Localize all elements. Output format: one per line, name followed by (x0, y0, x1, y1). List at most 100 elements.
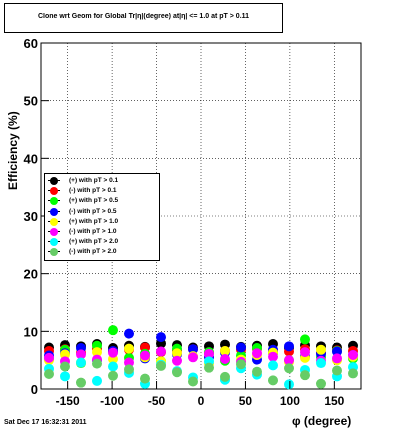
legend-marker (50, 248, 58, 257)
x-tick-label: 150 (324, 394, 344, 408)
y-tick-label: 40 (24, 151, 38, 166)
data-point (172, 355, 182, 366)
data-point (76, 357, 86, 368)
legend: (+) with pT > 0.1 (-) with pT > 0.1 (+) wi… (44, 173, 160, 261)
data-point (332, 346, 342, 357)
timestamp-footer: Sat Dec 17 16:32:31 2011 (4, 419, 87, 426)
legend-marker (50, 238, 58, 247)
legend-entry: (-) with pT > 2.0 (45, 247, 159, 257)
legend-label: (+) with pT > 1.0 (69, 217, 119, 225)
legend-entry: (+) with pT > 2.0 (45, 237, 159, 247)
data-point (76, 377, 86, 388)
data-markers (44, 325, 358, 390)
data-point (188, 344, 198, 355)
x-tick-label: 50 (239, 394, 253, 408)
legend-label: (+) with pT > 0.1 (69, 177, 119, 184)
data-point (108, 361, 118, 372)
x-tick-label: 100 (280, 394, 300, 408)
data-point (284, 363, 294, 374)
data-point (172, 348, 182, 359)
y-tick-label: 60 (24, 36, 38, 51)
data-point (60, 349, 70, 360)
legend-entry: (+) with pT > 1.0 (45, 217, 159, 227)
legend-marker (50, 228, 58, 236)
data-point (140, 350, 150, 361)
data-point (92, 358, 102, 369)
legend-marker (50, 187, 58, 196)
y-axis-label: Efficiency (%) (6, 111, 20, 190)
y-tick-label: 30 (24, 209, 38, 224)
x-tick-label: -100 (100, 394, 124, 408)
data-point (268, 360, 278, 371)
data-point (252, 348, 262, 359)
data-point (316, 358, 326, 369)
data-point (188, 352, 198, 363)
data-point (124, 357, 134, 368)
data-point (300, 347, 310, 358)
data-point (140, 373, 150, 384)
legend-label: (-) with pT > 2.0 (69, 248, 117, 256)
chart-title: Clone wrt Geom for Global Tr|η|(degree) … (37, 13, 250, 20)
data-point (60, 371, 70, 382)
data-point (108, 370, 118, 381)
legend-entry: (-) with pT > 0.5 (45, 207, 159, 217)
data-point (156, 346, 166, 357)
data-point (332, 353, 342, 364)
data-point (332, 365, 342, 376)
legend-marker (50, 217, 58, 226)
y-tick-label: 50 (24, 94, 38, 109)
x-tick-label: -150 (56, 394, 80, 408)
legend-marker (50, 207, 58, 216)
legend-entry: (+) with pT > 0.1 (45, 176, 159, 186)
data-point (108, 347, 118, 358)
data-point (124, 364, 134, 375)
data-point (76, 349, 86, 360)
data-point (284, 355, 294, 366)
data-point (284, 341, 294, 352)
x-tick-label: 0 (198, 394, 205, 408)
data-point (236, 359, 246, 370)
data-point (220, 371, 230, 382)
data-point (220, 354, 230, 365)
legend-entry: (-) with pT > 1.0 (45, 227, 159, 237)
data-point (284, 379, 294, 390)
legend-label: (-) with pT > 1.0 (69, 228, 117, 235)
data-point (156, 332, 166, 343)
data-point (316, 344, 326, 355)
y-tick-label: 10 (24, 324, 38, 339)
data-point (108, 325, 118, 336)
x-axis-label: φ (degree) (292, 414, 352, 428)
y-tick-label: 0 (31, 382, 38, 397)
data-point (300, 334, 310, 345)
data-point (172, 367, 182, 378)
data-point (124, 328, 134, 339)
title-box: Clone wrt Geom for Global Tr|η|(degree) … (4, 3, 283, 33)
data-point (348, 349, 358, 360)
data-point (268, 351, 278, 362)
data-point (204, 348, 214, 359)
legend-entry: (+) with pT > 0.5 (45, 196, 159, 206)
legend-label: (+) with pT > 2.0 (69, 238, 119, 246)
data-point (268, 375, 278, 386)
data-point (236, 342, 246, 353)
x-tick-label: -50 (148, 394, 166, 408)
legend-marker (50, 197, 58, 206)
axis-ticks: -150 -100 -50 0 50 100 150 0 10 20 30 40 50 60 (24, 36, 345, 408)
data-point (92, 375, 102, 386)
data-point (300, 370, 310, 381)
data-point (156, 360, 166, 371)
data-point (124, 343, 134, 354)
legend-marker (50, 177, 58, 185)
data-point (316, 378, 326, 389)
data-point (92, 347, 102, 358)
data-point (44, 369, 54, 380)
legend-entry: (-) with pT > 0.1 (45, 186, 159, 196)
data-point (44, 352, 54, 363)
y-tick-label: 20 (24, 267, 38, 282)
data-point (348, 368, 358, 379)
data-point (220, 345, 230, 356)
legend-label: (+) with pT > 0.5 (69, 197, 119, 205)
legend-label: (-) with pT > 0.1 (69, 187, 117, 195)
legend-label: (-) with pT > 0.5 (69, 207, 117, 215)
